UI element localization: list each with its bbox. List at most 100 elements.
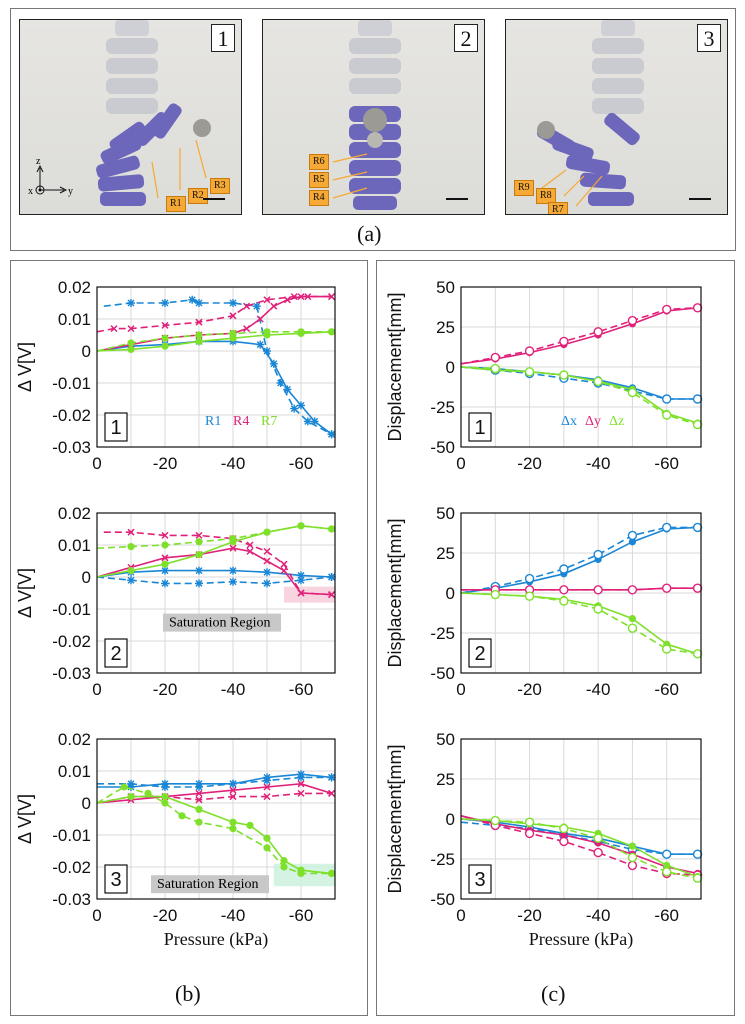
data-point	[120, 783, 128, 791]
photo-1: z x y 1 R1 R2 R3	[19, 19, 242, 215]
data-point	[290, 404, 299, 413]
y-tick-label: 0	[446, 584, 455, 603]
data-point	[559, 564, 569, 574]
plot-number: 1	[474, 417, 485, 439]
data-point	[559, 336, 569, 347]
x-axis-label: Pressure (kPa)	[164, 929, 268, 950]
y-axis-label: Δ V[V]	[15, 342, 35, 392]
label-r7: R7	[548, 202, 568, 214]
data-point	[560, 831, 568, 839]
data-point	[297, 571, 305, 580]
data-point	[328, 293, 336, 301]
data-point	[195, 796, 203, 804]
data-point	[280, 560, 288, 568]
data-point	[297, 773, 305, 782]
axis-y-label: y	[68, 186, 73, 197]
saturation-label: Saturation Region	[169, 616, 271, 631]
data-point	[490, 352, 500, 363]
panel-b: 0.02 0.01 0 -0.01 -0.02 -0.03 0 -20 -40 -60 Δ V[V]…	[10, 260, 368, 1016]
plot-number: 2	[110, 643, 121, 665]
y-tick-label: -0.02	[52, 406, 91, 425]
y-tick-label: -0.01	[52, 374, 91, 393]
plot-number: 3	[474, 869, 485, 891]
data-point	[263, 834, 271, 842]
data-point	[229, 299, 237, 307]
legend-item: Δy	[585, 414, 601, 429]
data-point	[161, 541, 169, 549]
data-point	[490, 589, 500, 600]
data-point	[195, 783, 203, 791]
data-point	[304, 293, 312, 301]
data-point	[263, 579, 271, 588]
axes-frame	[460, 738, 702, 900]
data-point	[110, 325, 118, 333]
data-point	[297, 576, 305, 585]
data-point	[243, 302, 251, 310]
x-tick-label: 0	[456, 906, 465, 925]
data-point	[188, 295, 197, 304]
legend-item: R7	[261, 414, 277, 429]
y-tick-label: -0.03	[52, 664, 91, 683]
series-line	[460, 307, 698, 365]
data-point	[195, 818, 203, 826]
data-point	[195, 331, 203, 339]
axes-frame	[96, 738, 336, 900]
data-point	[263, 347, 271, 355]
robot-illustration-2	[332, 20, 401, 210]
y-tick-label: 50	[436, 730, 455, 749]
x-tick-label: -60	[654, 906, 679, 925]
label-r9: R9	[514, 180, 534, 196]
x-tick-label: -20	[517, 454, 542, 473]
photo-number-2: 2	[454, 24, 478, 52]
data-point	[161, 299, 169, 307]
robot-illustration-3	[537, 20, 644, 207]
y-tick-label: 0	[82, 342, 91, 361]
data-point	[692, 849, 703, 859]
data-point	[246, 547, 254, 555]
data-point	[297, 789, 305, 797]
x-tick-label: 0	[92, 906, 101, 925]
axes-frame	[96, 512, 336, 674]
plot-number-box	[104, 864, 128, 894]
data-point	[328, 789, 336, 797]
plot-number: 1	[110, 417, 121, 439]
axes-frame	[96, 286, 336, 448]
y-axis-label: Displacement[mm]	[385, 292, 405, 441]
data-point	[263, 568, 271, 577]
data-point	[161, 321, 169, 329]
plot-number: 2	[474, 643, 485, 665]
robot-illustration-1: z x y	[28, 20, 211, 206]
x-tick-label: -60	[654, 454, 679, 473]
x-tick-label: -40	[586, 454, 611, 473]
data-point	[662, 304, 672, 315]
data-point	[243, 325, 251, 333]
data-point	[559, 370, 569, 380]
label-r2: R2	[188, 188, 208, 204]
y-tick-label: 0.01	[58, 310, 91, 329]
data-point	[310, 417, 319, 426]
series-line	[460, 526, 698, 594]
data-point	[263, 557, 271, 565]
y-tick-label: 25	[436, 544, 455, 563]
data-point	[627, 387, 638, 398]
legend-item: Δz	[609, 414, 624, 429]
series-line	[96, 547, 332, 596]
data-point	[256, 340, 265, 349]
photo-number-3: 3	[697, 24, 721, 52]
x-tick-label: -40	[586, 906, 611, 925]
saturation-label: Saturation Region	[157, 877, 259, 892]
data-point	[229, 793, 237, 801]
scale-bar	[203, 198, 225, 200]
x-axis-label: Pressure (kPa)	[529, 929, 633, 950]
data-point	[303, 417, 312, 426]
data-point	[229, 544, 237, 552]
plot-number-box	[468, 638, 492, 668]
data-point	[692, 303, 703, 313]
y-tick-label: -25	[430, 850, 455, 869]
data-point	[327, 430, 336, 439]
data-point	[559, 585, 569, 595]
label-r5: R5	[309, 172, 329, 188]
x-tick-label: 0	[456, 680, 465, 699]
series-line	[460, 592, 698, 655]
